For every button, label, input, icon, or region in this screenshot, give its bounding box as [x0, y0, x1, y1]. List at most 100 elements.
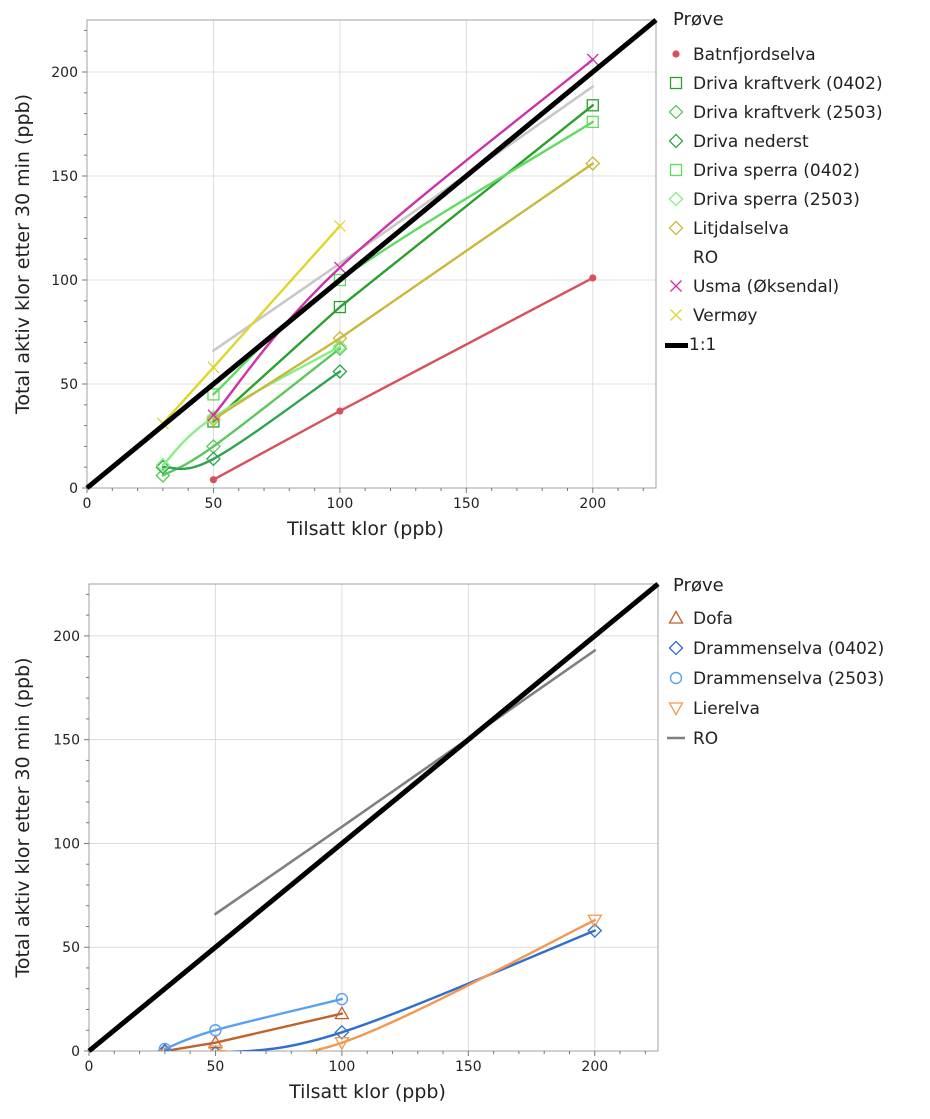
legend: Prøve Batnfjordselva Driva kraftverk (0402… — [665, 9, 883, 355]
legend-item-drammenselva-0402: Drammenselva (0402) — [668, 639, 884, 659]
chart-bottom-svg: 0 50 100 150 200 0 50 100 150 200 Tilsatt klor (pp… — [12, 575, 884, 1103]
y-tick-label: 200 — [51, 65, 78, 81]
legend-item-usma-oksendal: Usma (Øksendal) — [670, 277, 839, 297]
series-lierelva — [207, 914, 603, 1051]
data-point-driva-nederst — [206, 451, 221, 467]
series-1-1 — [87, 582, 660, 1053]
axis-ticks — [82, 29, 644, 493]
series-ro — [214, 649, 597, 916]
series-line-usma-oksendal — [212, 58, 594, 417]
y-tick-label: 100 — [51, 273, 78, 289]
legend-label: Driva sperra (0402) — [693, 161, 860, 181]
legend-item-ro: RO — [693, 248, 718, 268]
legend: Prøve Dofa Drammenselva (0402) Drammenselva… — [667, 575, 884, 749]
legend-label: RO — [693, 248, 718, 268]
data-point-driva-nederst — [155, 459, 171, 475]
data-point-driva-kraftverk-0402 — [586, 99, 599, 112]
data-point-drammenselva-0402 — [334, 1024, 350, 1040]
data-point-usma-oksendal — [586, 53, 599, 66]
data-point-batnfjordselva — [336, 407, 344, 415]
gridlines — [89, 584, 658, 1051]
legend-marker-driva-kraftverk-0402 — [669, 76, 683, 90]
data-point-driva-kraftverk-0402 — [333, 300, 347, 314]
legend-label: RO — [693, 729, 718, 749]
series-dofa — [160, 1005, 350, 1051]
plot-series — [157, 649, 603, 1051]
x-axis-title: Tilsatt klor (ppb) — [288, 1081, 446, 1103]
data-point-vermoy — [333, 219, 346, 232]
data-point-driva-sperra-0402 — [586, 115, 599, 129]
tick-labels: 0 50 100 150 200 0 50 100 150 200 — [51, 65, 606, 512]
series-driva-sperra-2503 — [155, 339, 348, 473]
legend-label: Litjdalselva — [693, 219, 789, 239]
data-point-dofa — [334, 1005, 350, 1020]
data-point-batnfjordselva — [589, 274, 597, 282]
gridlines — [87, 20, 656, 488]
y-tick-label: 0 — [71, 1044, 80, 1060]
series-litjdalselva — [206, 156, 601, 427]
x-tick-label: 50 — [207, 1059, 225, 1075]
legend-marker-driva-nederst — [668, 133, 684, 149]
data-point-drammenselva-0402 — [587, 923, 603, 939]
legend-item-ro: RO — [667, 729, 718, 749]
series-usma-oksendal — [207, 53, 599, 422]
data-point-lierelva — [587, 914, 603, 929]
y-axis-title: Total aktiv klor etter 30 min (ppb) — [12, 94, 34, 415]
legend-item-dofa: Dofa — [668, 609, 733, 629]
series-line-drammenselva-0402 — [163, 929, 596, 1051]
data-point-driva-sperra-0402 — [207, 388, 220, 401]
y-tick-label: 100 — [53, 836, 80, 852]
data-point-driva-kraftverk-2503 — [332, 341, 348, 357]
plot-overflow — [87, 582, 660, 1053]
data-point-litjdalselva — [585, 156, 601, 171]
legend-item-driva-kraftverk-2503: Driva kraftverk (2503) — [668, 103, 883, 123]
legend-item-lierelva: Lierelva — [668, 699, 760, 719]
data-point-drammenselva-0402 — [157, 1043, 173, 1051]
y-tick-label: 0 — [69, 481, 78, 497]
legend-marker-drammenselva-2503 — [669, 671, 683, 685]
series-batnfjordselva — [209, 274, 597, 484]
y-tick-label: 150 — [51, 169, 78, 185]
legend-label: Driva sperra (2503) — [693, 190, 860, 210]
legend-label: Drammenselva (2503) — [693, 669, 884, 689]
series-line-driva-nederst — [161, 370, 342, 471]
data-point-lierelva — [334, 1037, 350, 1051]
x-tick-label: 100 — [327, 496, 354, 512]
y-axis-title: Total aktiv klor etter 30 min (ppb) — [12, 657, 34, 978]
y-tick-label: 50 — [60, 377, 78, 393]
series-line-1-1 — [87, 582, 660, 1053]
tick-labels: 0 50 100 150 200 0 50 100 150 200 — [53, 629, 608, 1075]
x-tick-label: 150 — [453, 496, 480, 512]
legend-item-driva-sperra-0402: Driva sperra (0402) — [669, 161, 860, 181]
legend-label: 1:1 — [689, 335, 716, 355]
legend-label: Vermøy — [693, 306, 757, 326]
legend-label: Driva kraftverk (2503) — [693, 103, 883, 123]
legend-title: Prøve — [673, 575, 724, 596]
data-point-drammenselva-2503 — [335, 992, 349, 1006]
x-tick-label: 100 — [329, 1059, 356, 1075]
data-point-usma-oksendal — [207, 409, 220, 422]
legend-marker-batnfjordselva — [672, 50, 680, 58]
data-point-dofa — [207, 1034, 224, 1049]
data-point-vermoy — [207, 361, 220, 374]
data-point-litjdalselva — [332, 330, 348, 346]
legend-marker-driva-sperra-0402 — [669, 163, 683, 177]
series-line-1-1 — [85, 18, 658, 490]
legend-item-litjdalselva: Litjdalselva — [668, 219, 789, 239]
legend-label: Usma (Øksendal) — [693, 277, 839, 297]
series-driva-nederst — [155, 364, 348, 475]
legend-item-drammenselva-2503: Drammenselva (2503) — [669, 669, 884, 689]
legend-marker-lierelva — [668, 702, 684, 716]
legend-label: Driva nederst — [693, 132, 809, 152]
series-line-driva-sperra-2503 — [161, 345, 342, 467]
axis-ticks — [84, 593, 646, 1056]
legend-item-1-1: 1:1 — [665, 335, 716, 355]
y-tick-label: 200 — [53, 629, 80, 645]
data-point-drammenselva-2503 — [158, 1042, 172, 1051]
legend-marker-drammenselva-0402 — [668, 640, 684, 656]
legend-title: Prøve — [673, 9, 724, 30]
plot-overflow — [85, 18, 658, 490]
data-point-driva-sperra-2503 — [332, 339, 348, 354]
legend-marker-driva-sperra-2503 — [668, 191, 684, 207]
series-line-dofa — [163, 1012, 344, 1051]
